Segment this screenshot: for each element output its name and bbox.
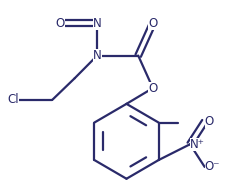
Text: Cl: Cl xyxy=(7,93,19,106)
Text: N: N xyxy=(93,17,101,29)
Text: N⁺: N⁺ xyxy=(190,138,205,151)
Text: O: O xyxy=(205,115,214,128)
Text: O: O xyxy=(148,82,158,95)
Text: N: N xyxy=(93,49,101,62)
Text: O: O xyxy=(148,17,158,29)
Text: O: O xyxy=(55,17,65,29)
Text: O⁻: O⁻ xyxy=(205,160,220,174)
